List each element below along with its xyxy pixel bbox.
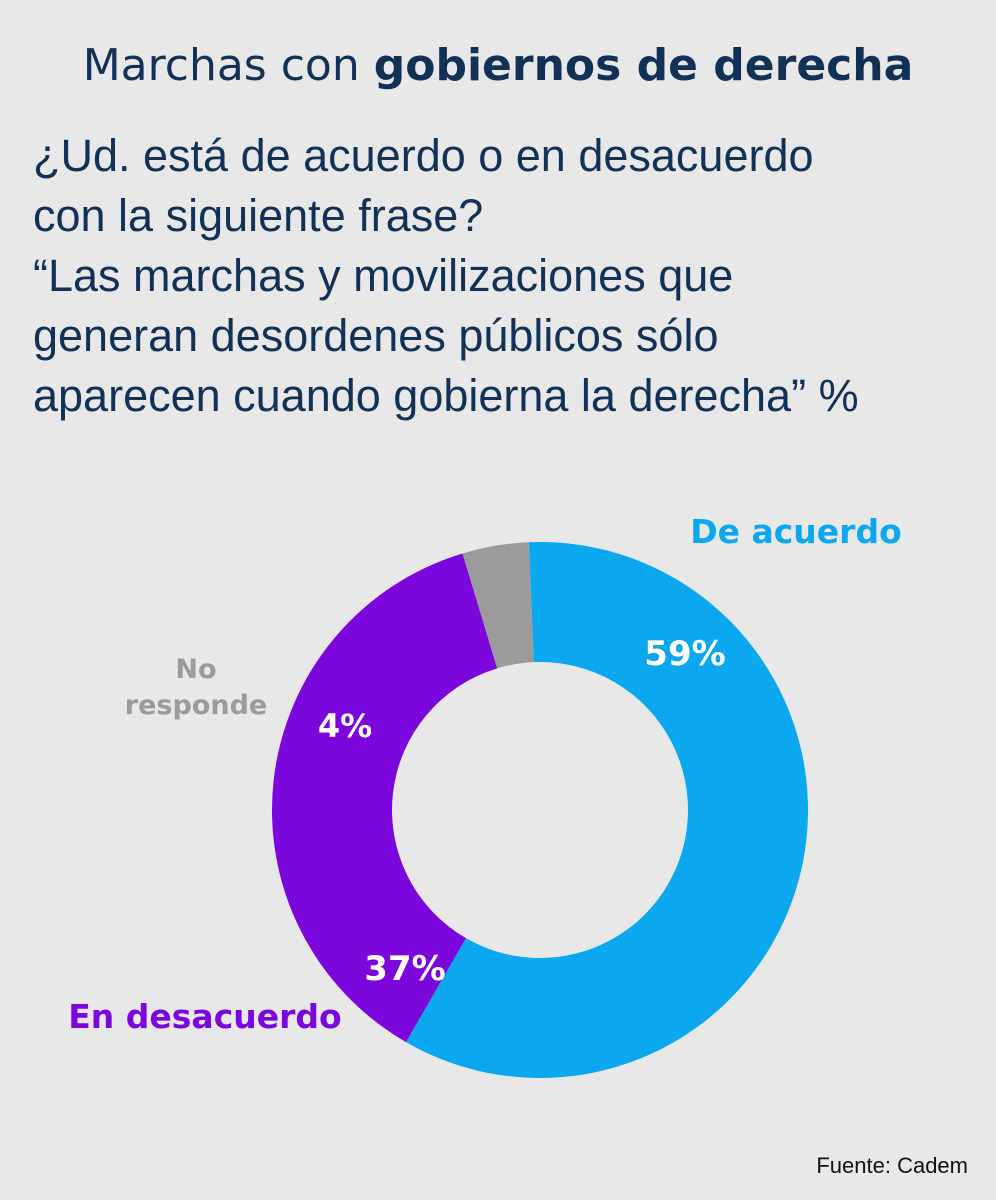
- question-line: aparecen cuando gobierna la derecha” %: [33, 370, 859, 421]
- donut-slice-de-acuerdo: [406, 542, 809, 1079]
- donut-labels: 59% De acuerdo 37% En desacuerdo 4% No respond…: [68, 512, 902, 1036]
- data-label-de-acuerdo: 59%: [644, 634, 725, 674]
- data-label-en-desacuerdo: 37%: [364, 949, 445, 989]
- category-label-no-responde: responde: [125, 690, 267, 721]
- donut-slice-en-desacuerdo: [272, 553, 498, 1043]
- category-label-de-acuerdo: De acuerdo: [690, 512, 902, 551]
- question-line: con la siguiente frase?: [33, 190, 484, 241]
- donut-slices: [272, 542, 809, 1079]
- category-label-no-responde: No: [175, 654, 216, 685]
- survey-question: ¿Ud. está de acuerdo o en desacuerdo con…: [33, 126, 983, 426]
- data-label-no-responde: 4%: [318, 707, 372, 745]
- donut-slice-no-responde: [462, 542, 534, 669]
- question-line: “Las marchas y movilizaciones que: [33, 250, 734, 301]
- chart-title-regular: Marchas con: [82, 40, 360, 91]
- chart-title-bold: gobiernos de derecha: [373, 40, 914, 91]
- question-line: ¿Ud. está de acuerdo o en desacuerdo: [33, 130, 814, 181]
- chart-title: Marchas con gobiernos de derecha: [0, 36, 996, 96]
- category-label-en-desacuerdo: En desacuerdo: [68, 997, 341, 1036]
- question-line: generan desordenes públicos sólo: [33, 310, 719, 361]
- source-note: Fuente: Cadem: [816, 1153, 968, 1178]
